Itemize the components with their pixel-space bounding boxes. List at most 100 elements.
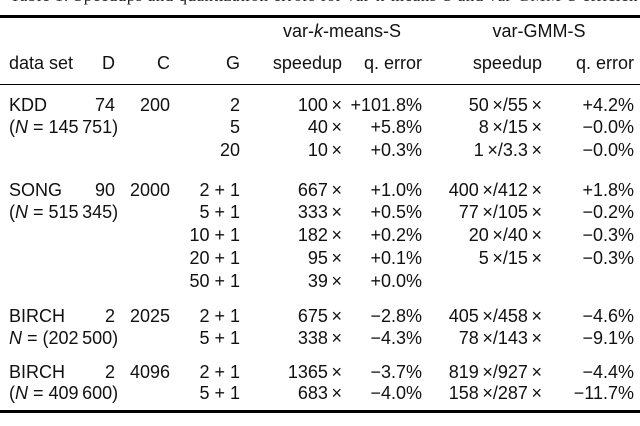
column-header-d: D xyxy=(102,53,115,74)
dataset-label: = 409 600) xyxy=(28,383,119,403)
dataset-label: ( xyxy=(9,383,15,403)
column-header-c: C xyxy=(157,53,170,74)
speedup-cell: 1365 × xyxy=(287,362,342,382)
group-kdd: KDD 74 200 2 100 × +101.8% 50 ×/55 × +4.… xyxy=(0,85,640,163)
table-row: 20 + 1 95 × +0.1% 5 ×/15 × −0.3% xyxy=(0,247,640,270)
gmm-qerror-cell: −0.0% xyxy=(582,140,634,160)
group-header-italic: k xyxy=(313,21,323,42)
d-cell: 2 xyxy=(104,306,115,326)
g-cell: 20 + 1 xyxy=(189,248,240,268)
gmm-qerror-cell: −0.2% xyxy=(582,202,634,222)
column-header-gmm-speedup: speedup xyxy=(472,53,542,74)
table-row: N = (202 500) 5 + 1 338 × −4.3% 78 ×/143… xyxy=(0,327,640,350)
dataset-cell: SONG xyxy=(0,162,70,201)
group-song: SONG 90 2000 2 + 1 667 × +1.0% 400 ×/412… xyxy=(0,162,640,293)
group-header-var-k-means-s: var-k-means-S xyxy=(240,17,422,51)
c-cell: 4096 xyxy=(129,362,170,382)
g-cell: 5 xyxy=(229,117,240,137)
dataset-italic: N xyxy=(9,328,22,348)
g-cell: 5 + 1 xyxy=(199,328,240,348)
table-header: var-k-means-S var-GMM-S data set D C G s… xyxy=(0,17,640,85)
group-header-text: -means-S xyxy=(322,21,402,42)
gmm-speedup-cell: 158 ×/287 × xyxy=(448,383,542,403)
dataset-label: BIRCH xyxy=(9,306,66,326)
dataset-cell: BIRCH xyxy=(0,350,70,383)
gmm-qerror-cell: −9.1% xyxy=(582,328,634,348)
gmm-qerror-cell: +4.2% xyxy=(582,95,634,115)
gmm-qerror-cell xyxy=(542,270,640,293)
gmm-speedup-cell: 20 ×/40 × xyxy=(468,225,542,245)
speedup-cell: 95 × xyxy=(307,248,342,268)
speedup-cell: 100 × xyxy=(297,95,342,115)
g-cell: 2 + 1 xyxy=(199,306,240,326)
gmm-speedup-cell: 819 ×/927 × xyxy=(448,362,542,382)
group-birch-4096: BIRCH 2 4096 2 + 1 1365 × −3.7% 819 ×/92… xyxy=(0,350,640,412)
g-cell: 50 + 1 xyxy=(189,271,240,291)
gmm-qerror-cell: −0.3% xyxy=(582,248,634,268)
spacer-cell xyxy=(0,17,240,51)
dataset-italic: N xyxy=(15,117,28,137)
g-cell: 2 + 1 xyxy=(199,362,240,382)
column-header-speedup: speedup xyxy=(272,53,342,74)
caption-text: Table 1: Speedups and quantization error… xyxy=(10,0,638,5)
g-cell: 2 + 1 xyxy=(199,180,240,200)
dataset-label: BIRCH xyxy=(9,362,66,382)
qerror-cell: −4.0% xyxy=(370,383,422,403)
g-cell: 2 xyxy=(229,95,240,115)
table-row: (N = 515 345) 5 + 1 333 × +0.5% 77 ×/105… xyxy=(0,201,640,224)
gmm-speedup-cell: 1 ×/3.3 × xyxy=(473,140,542,160)
dataset-italic: N xyxy=(15,202,28,222)
dataset-cell xyxy=(0,270,170,293)
dataset-italic: N xyxy=(15,383,28,403)
gmm-speedup-cell xyxy=(422,270,542,293)
gmm-speedup-cell: 5 ×/15 × xyxy=(478,248,542,268)
gmm-qerror-cell: −4.6% xyxy=(582,306,634,326)
speedup-cell: 667 × xyxy=(297,180,342,200)
gmm-speedup-cell: 77 ×/105 × xyxy=(458,202,542,222)
gmm-qerror-cell: −11.7% xyxy=(573,383,634,403)
group-birch-2025: BIRCH 2 2025 2 + 1 675 × −2.8% 405 ×/458… xyxy=(0,293,640,350)
qerror-cell: +0.5% xyxy=(370,202,422,222)
table-row: KDD 74 200 2 100 × +101.8% 50 ×/55 × +4.… xyxy=(0,85,640,117)
qerror-cell: −2.8% xyxy=(370,306,422,326)
column-header-g: G xyxy=(225,53,240,74)
dataset-cell: (N = 515 345) xyxy=(0,201,170,224)
dataset-label: ( xyxy=(9,202,15,222)
c-cell: 2025 xyxy=(129,306,170,326)
gmm-speedup-cell: 8 ×/15 × xyxy=(478,117,542,137)
qerror-cell: +101.8% xyxy=(350,95,422,115)
dataset-cell: N = (202 500) xyxy=(0,327,170,350)
speedup-cell: 182 × xyxy=(297,225,342,245)
dataset-label: KDD xyxy=(9,95,48,115)
qerror-cell: +0.2% xyxy=(370,225,422,245)
dataset-label: = 145 751) xyxy=(28,117,119,137)
speedup-cell: 10 × xyxy=(307,140,342,160)
table-row: (N = 409 600) 5 + 1 683 × −4.0% 158 ×/28… xyxy=(0,383,640,412)
dataset-cell: (N = 409 600) xyxy=(0,383,170,412)
table-row: 50 + 1 39 × +0.0% xyxy=(0,270,640,293)
dataset-cell xyxy=(0,139,170,162)
table-row: BIRCH 2 4096 2 + 1 1365 × −3.7% 819 ×/92… xyxy=(0,350,640,383)
gmm-speedup-cell: 50 ×/55 × xyxy=(468,95,542,115)
speedup-cell: 675 × xyxy=(297,306,342,326)
g-cell: 20 xyxy=(219,140,240,160)
qerror-cell: +1.0% xyxy=(370,180,422,200)
table-row: 20 10 × +0.3% 1 ×/3.3 × −0.0% xyxy=(0,139,640,162)
dataset-label: ( xyxy=(9,117,15,137)
d-cell: 90 xyxy=(94,180,115,200)
group-header-row: var-k-means-S var-GMM-S xyxy=(0,17,640,51)
qerror-cell: −4.3% xyxy=(370,328,422,348)
speedup-cell: 39 × xyxy=(307,271,342,291)
g-cell: 5 + 1 xyxy=(199,383,240,403)
speedup-cell: 338 × xyxy=(297,328,342,348)
table-row: SONG 90 2000 2 + 1 667 × +1.0% 400 ×/412… xyxy=(0,162,640,201)
qerror-cell: +0.1% xyxy=(370,248,422,268)
column-header-qerror: q. error xyxy=(363,53,422,74)
table-row: (N = 145 751) 5 40 × +5.8% 8 ×/15 × −0.0… xyxy=(0,116,640,139)
qerror-cell: +0.0% xyxy=(370,271,422,291)
gmm-speedup-cell: 405 ×/458 × xyxy=(448,306,542,326)
dataset-cell xyxy=(0,247,170,270)
dataset-cell: BIRCH xyxy=(0,293,70,327)
dataset-label: = 515 345) xyxy=(28,202,119,222)
gmm-speedup-cell: 400 ×/412 × xyxy=(448,180,542,200)
